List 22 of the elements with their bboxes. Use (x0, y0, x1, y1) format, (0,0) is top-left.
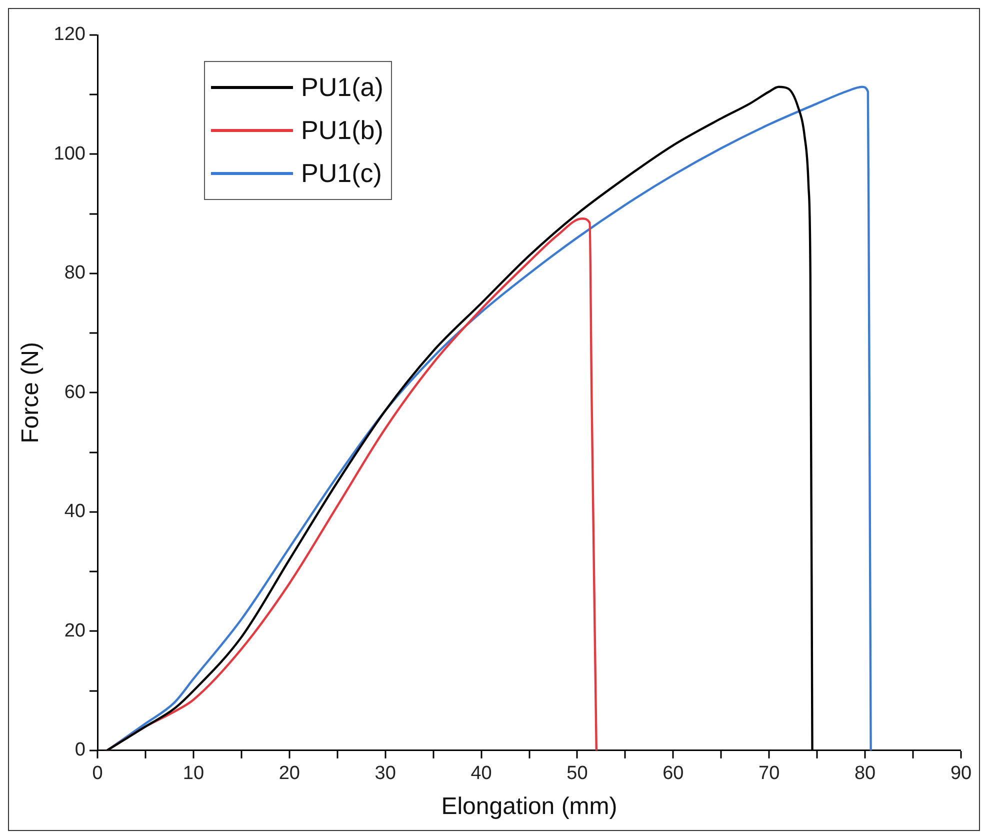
x-tick-label: 60 (662, 763, 684, 784)
x-tick-label: 20 (278, 763, 300, 784)
x-tick-label: 70 (758, 763, 780, 784)
legend-label: PU1(c) (301, 158, 382, 189)
y-tick-label: 40 (64, 501, 86, 522)
y-tick-label: 100 (54, 143, 86, 164)
y-tick-label: 60 (64, 382, 86, 403)
y-tick-label: 0 (74, 740, 86, 761)
x-tick-label: 80 (854, 763, 876, 784)
x-tick-label: 0 (92, 763, 103, 784)
y-axis-title: Force (N) (17, 342, 44, 444)
legend-label: PU1(b) (301, 115, 384, 146)
legend-label: PU1(a) (301, 72, 384, 103)
x-tick-label: 10 (182, 763, 204, 784)
y-tick-label: 80 (64, 262, 86, 284)
x-tick-label: 30 (374, 763, 396, 784)
y-tick-label: 120 (54, 24, 86, 46)
x-tick-label: 40 (470, 763, 492, 784)
x-axis-title: Elongation (mm) (441, 793, 618, 820)
x-tick-label: 90 (950, 763, 972, 784)
x-tick-label: 50 (566, 763, 588, 784)
y-tick-label: 20 (64, 620, 86, 642)
